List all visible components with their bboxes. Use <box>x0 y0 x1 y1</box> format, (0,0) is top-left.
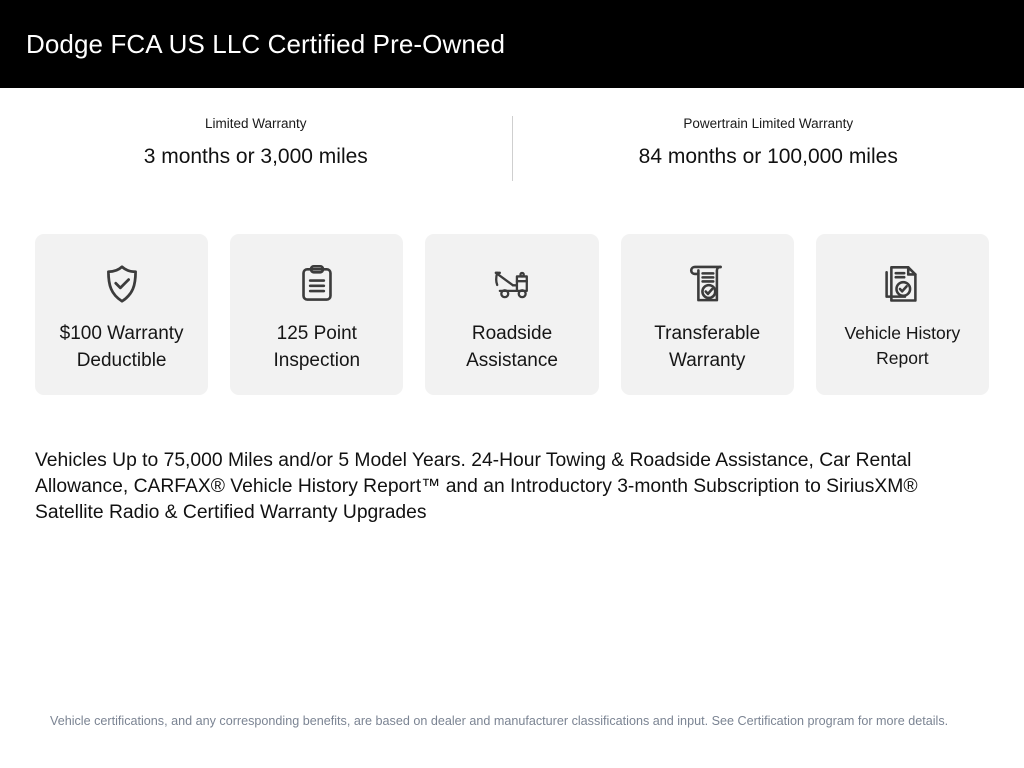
warranty-value: 84 months or 100,000 miles <box>638 144 898 168</box>
program-description: Vehicles Up to 75,000 Miles and/or 5 Mod… <box>35 450 918 523</box>
feature-card-transferable-warranty[interactable]: Transferable Warranty <box>620 234 794 395</box>
feature-card-label: Vehicle History Report <box>844 323 961 368</box>
warranty-divider <box>511 116 513 181</box>
tow-truck-icon <box>489 261 535 307</box>
feature-card-vehicle-history-report[interactable]: Vehicle History Report <box>815 234 990 395</box>
warranty-column-powertrain: Powertrain Limited Warranty 84 months or… <box>513 114 1024 208</box>
feature-card-point-inspection[interactable]: 125 Point Inspection <box>230 234 404 395</box>
feature-card-label: Roadside Assistance <box>466 323 558 371</box>
page-title: Dodge FCA US LLC Certified Pre-Owned <box>26 28 506 59</box>
feature-card-warranty-deductible[interactable]: $100 Warranty Deductible <box>35 234 209 395</box>
clipboard-icon <box>294 261 340 307</box>
certificate-scroll-icon <box>684 261 730 307</box>
feature-card-label: $100 Warranty Deductible <box>59 323 184 371</box>
warranty-summary: Limited Warranty 3 months or 3,000 miles… <box>0 88 1024 208</box>
warranty-label: Limited Warranty <box>204 116 307 131</box>
disclaimer-text: Vehicle certifications, and any correspo… <box>50 714 949 728</box>
warranty-column-limited: Limited Warranty 3 months or 3,000 miles <box>0 114 512 208</box>
warranty-value: 3 months or 3,000 miles <box>143 144 368 168</box>
feature-card-roadside-assistance[interactable]: Roadside Assistance <box>425 234 599 395</box>
feature-card-list: $100 Warranty Deductible 125 Point Inspe… <box>0 234 1024 395</box>
warranty-label: Powertrain Limited Warranty <box>683 116 854 131</box>
page-header: Dodge FCA US LLC Certified Pre-Owned <box>0 0 1024 88</box>
feature-card-label: Transferable Warranty <box>654 323 761 371</box>
shield-check-icon <box>99 261 145 307</box>
feature-card-label: 125 Point Inspection <box>273 323 361 371</box>
documents-check-icon <box>879 261 925 307</box>
